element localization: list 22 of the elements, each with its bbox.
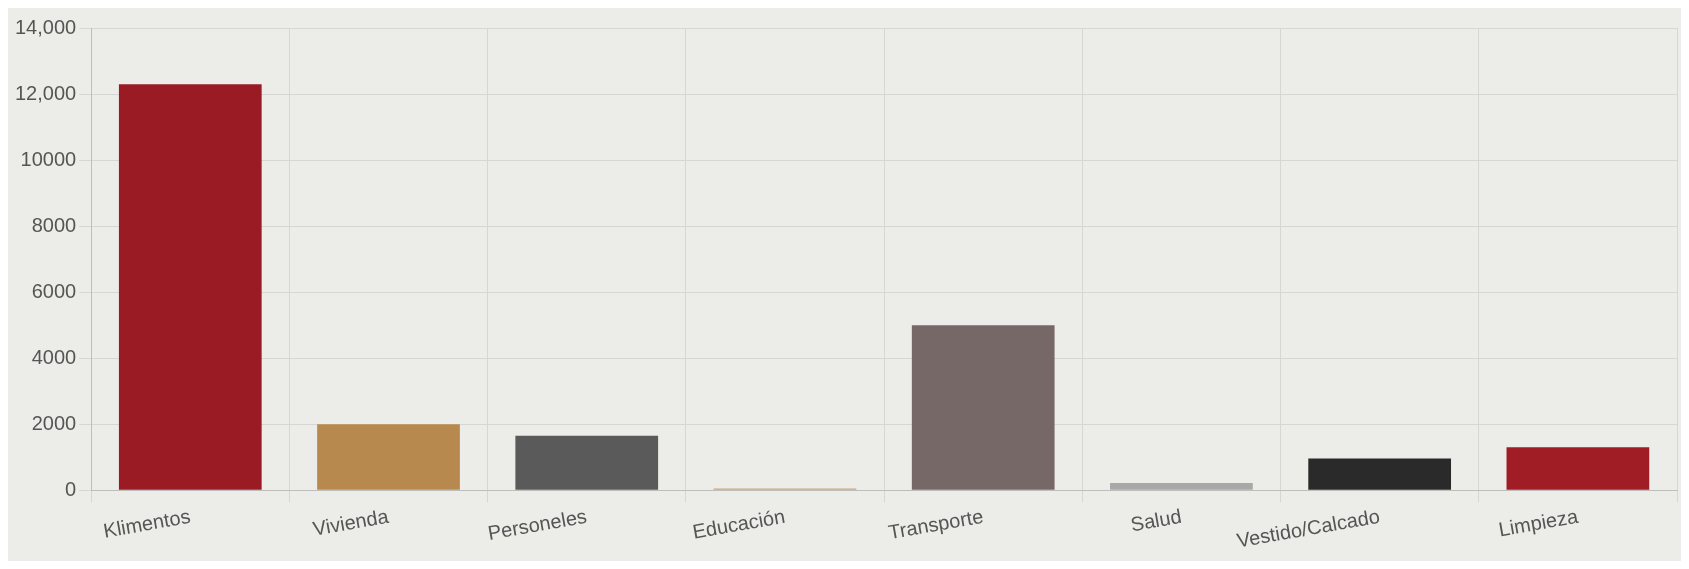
y-tick-label: 0 bbox=[65, 477, 77, 500]
bar bbox=[515, 435, 659, 490]
x-tick-label: Limpieza bbox=[1496, 504, 1581, 541]
y-tick-label: 8000 bbox=[31, 213, 77, 236]
bar bbox=[1110, 483, 1253, 490]
bar bbox=[1506, 447, 1650, 490]
x-tick-label: Vivienda bbox=[311, 504, 392, 540]
x-tick-label: Transporte bbox=[886, 504, 985, 544]
y-tick-label: 2000 bbox=[31, 411, 77, 434]
y-tick-label: 6000 bbox=[31, 279, 77, 302]
y-tick-label: 12,000 bbox=[15, 81, 77, 104]
y-tick-label: 4000 bbox=[31, 345, 77, 368]
y-tick-label: 10000 bbox=[20, 147, 77, 170]
y-tick-label: 14,000 bbox=[15, 15, 77, 38]
bar bbox=[911, 325, 1055, 490]
x-tick-label: Salud bbox=[1128, 504, 1184, 536]
x-tick-label: Personeles bbox=[486, 504, 589, 544]
x-tick-label: Klimentos bbox=[101, 504, 192, 542]
bar bbox=[118, 84, 262, 490]
bar bbox=[1308, 458, 1452, 490]
bar bbox=[317, 424, 460, 490]
x-tick-label: Educación bbox=[690, 504, 787, 543]
